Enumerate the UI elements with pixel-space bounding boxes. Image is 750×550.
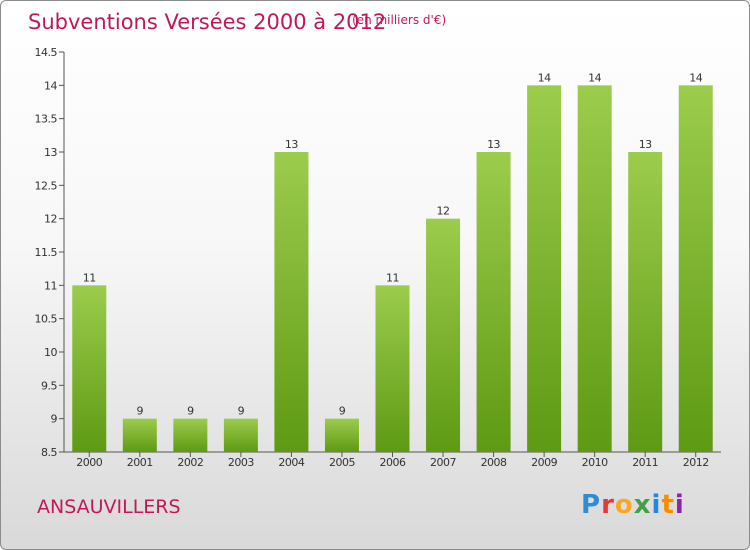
bar (527, 85, 562, 452)
bar-value-label: 13 (285, 138, 298, 151)
logo-letter: P (581, 490, 602, 520)
logo-letter: x (633, 490, 652, 520)
logo-letter: t (661, 490, 675, 520)
y-tick-label: 14.5 (35, 46, 58, 59)
logo-letter: o (614, 490, 634, 520)
y-tick-label: 10 (44, 346, 57, 359)
y-tick-label: 8.5 (41, 446, 57, 459)
x-tick-label: 2006 (380, 456, 406, 469)
y-tick-label: 12.5 (35, 179, 58, 192)
x-tick-label: 2012 (683, 456, 709, 469)
bar-value-label: 12 (437, 205, 450, 218)
bar-value-label: 11 (386, 271, 399, 284)
bar-value-label: 11 (83, 271, 96, 284)
bar (577, 85, 612, 452)
y-tick-label: 13 (44, 146, 57, 159)
x-tick-label: 2010 (582, 456, 608, 469)
y-tick-label: 13.5 (35, 113, 58, 126)
x-tick-label: 2000 (76, 456, 102, 469)
y-tick-label: 11 (44, 279, 57, 292)
bar (375, 285, 410, 452)
bar (274, 152, 309, 452)
bar-value-label: 9 (187, 405, 194, 418)
y-tick-label: 11.5 (35, 246, 58, 259)
proxiti-logo[interactable]: Proxiti (581, 490, 685, 520)
x-tick-label: 2002 (177, 456, 203, 469)
bar-value-label: 13 (487, 138, 500, 151)
bar (122, 418, 157, 452)
logo-letter: i (651, 490, 662, 520)
chart-title: Subventions Versées 2000 à 2012 (28, 10, 387, 34)
y-tick-label: 9 (51, 413, 58, 426)
x-tick-label: 2011 (632, 456, 658, 469)
bar-value-label: 9 (137, 405, 144, 418)
x-tick-label: 2003 (228, 456, 254, 469)
bar-value-label: 13 (639, 138, 652, 151)
y-tick-label: 10.5 (35, 313, 58, 326)
bar (476, 152, 511, 452)
x-tick-label: 2004 (278, 456, 304, 469)
bar-value-label: 14 (538, 71, 551, 84)
bar (426, 218, 461, 452)
bar-value-label: 14 (588, 71, 601, 84)
commune-name: ANSAUVILLERS (37, 496, 181, 518)
bar (72, 285, 107, 452)
bar (173, 418, 208, 452)
bar (628, 152, 663, 452)
x-tick-label: 2001 (127, 456, 153, 469)
bar (324, 418, 359, 452)
bar-value-label: 9 (238, 405, 245, 418)
chart-subtitle: (en milliers d'€) (352, 13, 447, 27)
x-tick-label: 2008 (481, 456, 507, 469)
x-tick-label: 2005 (329, 456, 355, 469)
y-tick-label: 12 (44, 213, 57, 226)
bar (678, 85, 713, 452)
bar (223, 418, 258, 452)
logo-letter: r (601, 490, 615, 520)
y-tick-label: 9.5 (41, 379, 57, 392)
x-tick-label: 2009 (531, 456, 557, 469)
bar-value-label: 9 (339, 405, 346, 418)
x-tick-label: 2007 (430, 456, 456, 469)
y-tick-label: 14 (44, 79, 57, 92)
logo-letter: i (674, 490, 685, 520)
bar-value-label: 14 (689, 71, 702, 84)
